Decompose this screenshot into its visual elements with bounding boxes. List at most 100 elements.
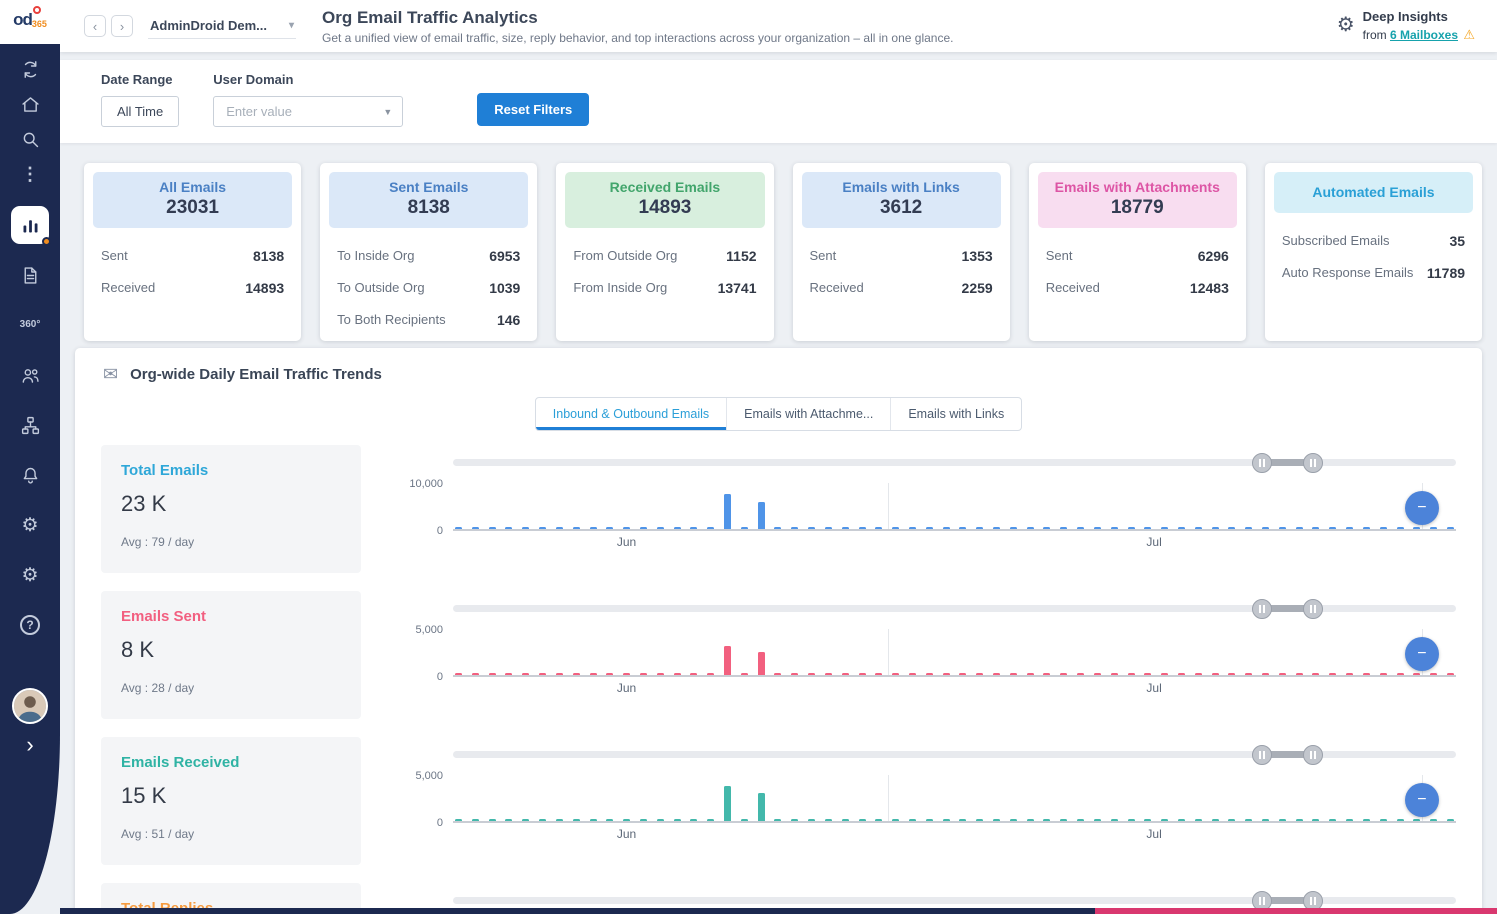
org-selector[interactable]: AdminDroid Dem... ▾ [148, 14, 296, 39]
slider-selected-range[interactable] [1262, 605, 1313, 612]
slider-handle-right[interactable] [1302, 745, 1323, 765]
slider-handle-right[interactable] [1302, 599, 1323, 619]
bar [572, 527, 580, 529]
time-range-slider[interactable] [453, 745, 1456, 765]
chart-pan-button[interactable]: − [1404, 636, 1439, 671]
bar [707, 527, 715, 529]
sidebar-item-help[interactable]: ? [11, 606, 49, 644]
bar [724, 494, 731, 529]
reset-filters-button[interactable]: Reset Filters [477, 93, 590, 126]
slider-handle-right[interactable] [1302, 891, 1323, 911]
bar [1127, 527, 1135, 529]
tab-emails-with-links[interactable]: Emails with Links [908, 407, 1005, 421]
slider-selected-range[interactable] [1262, 897, 1313, 904]
bar [1043, 673, 1051, 675]
forward-button[interactable]: › [111, 15, 133, 37]
slider-track[interactable] [453, 605, 1456, 612]
sidebar-item-home[interactable] [13, 89, 47, 119]
chart-pan-button[interactable]: − [1404, 490, 1439, 525]
sidebar-item-more-options[interactable]: ⋮ [13, 159, 47, 189]
slider-selected-range[interactable] [1262, 751, 1313, 758]
bar [892, 673, 900, 675]
scrollbar-thumb[interactable] [60, 908, 1095, 914]
bar [808, 527, 816, 529]
bar [1177, 527, 1185, 529]
slider-handle-right[interactable] [1302, 453, 1323, 473]
user-domain-group: User Domain Enter value ▼ [213, 72, 404, 127]
sidebar-item-analytics[interactable] [11, 206, 51, 246]
bar [1110, 527, 1118, 529]
bar [539, 673, 547, 675]
slider-track[interactable] [453, 751, 1456, 758]
sidebar-expand-chevron[interactable]: › [26, 732, 34, 757]
deep-insights-title: Deep Insights [1362, 9, 1448, 24]
bar [1228, 673, 1236, 675]
chevron-down-icon: ▼ [383, 106, 393, 117]
sidebar-item-alerts[interactable] [11, 456, 49, 494]
tab-emails-with-attachme[interactable]: Emails with Attachme... [727, 398, 892, 430]
back-button[interactable]: ‹ [84, 15, 106, 37]
date-range-input[interactable]: All Time [101, 96, 180, 127]
x-tick-jul: Jul [1146, 827, 1162, 841]
bar [1077, 819, 1085, 821]
sidebar-item-reports[interactable] [11, 256, 49, 294]
bar [875, 819, 883, 821]
sidebar-item-directory[interactable] [11, 356, 49, 394]
x-axis: Jun Jul [453, 677, 1456, 695]
chart-pan-button[interactable]: − [1404, 782, 1439, 817]
bar [908, 673, 916, 675]
sidebar-item-sync[interactable] [13, 54, 47, 84]
stat-row-to-outside-org: To Outside Org 1039 [337, 280, 520, 296]
tab-inbound-outbound-emails[interactable]: Inbound & Outbound Emails [536, 398, 728, 430]
bar [1262, 527, 1269, 529]
slider-handle-left[interactable] [1252, 745, 1273, 765]
bar [1194, 819, 1202, 821]
bar [1446, 819, 1454, 821]
sidebar-item-settings[interactable]: ⚙ [11, 506, 49, 544]
home-icon [21, 96, 39, 112]
top-header: ‹ › AdminDroid Dem... ▾ Org Email Traffi… [60, 0, 1497, 52]
date-range-value: All Time [117, 104, 164, 119]
slider-handle-left[interactable] [1252, 453, 1273, 473]
chart-average: Avg : 28 / day [121, 681, 195, 695]
bar [791, 673, 799, 675]
user-avatar[interactable] [12, 688, 48, 724]
slider-handle-left[interactable] [1252, 599, 1273, 619]
slider-selected-range[interactable] [1262, 459, 1313, 466]
stat-row-from-outside-org: From Outside Org 1152 [573, 248, 756, 264]
user-domain-select[interactable]: Enter value ▼ [213, 96, 404, 127]
bar [1144, 819, 1152, 821]
slider-track[interactable] [453, 897, 1456, 904]
time-range-slider[interactable] [453, 453, 1456, 473]
bar [673, 673, 681, 675]
sidebar-item-search[interactable] [13, 124, 47, 154]
bar [942, 527, 950, 529]
stat-card-title: Emails with Attachments [1054, 179, 1220, 195]
mailboxes-link[interactable]: 6 Mailboxes [1389, 28, 1458, 42]
sidebar-item-admin-settings[interactable]: ⚙ [11, 556, 49, 594]
trends-header: ✉ Org-wide Daily Email Traffic Trends [95, 364, 1462, 385]
stat-card-header: All Emails 23031 [93, 172, 293, 228]
y-axis-labels: 5,000 0 [399, 770, 453, 829]
bar [471, 819, 479, 821]
brand-logo[interactable]: od 365 [0, 0, 60, 44]
chart-average: Avg : 51 / day [121, 827, 195, 841]
bar [959, 527, 967, 529]
bar [1211, 527, 1219, 529]
deep-insights-text: Deep Insights from 6 Mailboxes ⚠ [1363, 9, 1475, 43]
bar [858, 527, 866, 529]
slider-track[interactable] [453, 459, 1456, 466]
stat-row-label: To Outside Org [337, 280, 425, 295]
sidebar-item-360-view[interactable]: 360° [11, 306, 49, 344]
bar [1278, 819, 1286, 821]
sidebar-item-integrations[interactable] [11, 406, 49, 444]
bar [824, 527, 832, 529]
horizontal-scrollbar[interactable] [60, 908, 1497, 914]
x-axis: Jun Jul [453, 823, 1456, 841]
stat-row-to-both-recipients: To Both Recipients 146 [337, 312, 520, 328]
time-range-slider[interactable] [453, 599, 1456, 619]
bar [707, 819, 715, 821]
stat-card-header: Emails with Attachments 18779 [1037, 172, 1237, 228]
bar [522, 527, 530, 529]
deep-insights-from: from [1362, 28, 1387, 42]
